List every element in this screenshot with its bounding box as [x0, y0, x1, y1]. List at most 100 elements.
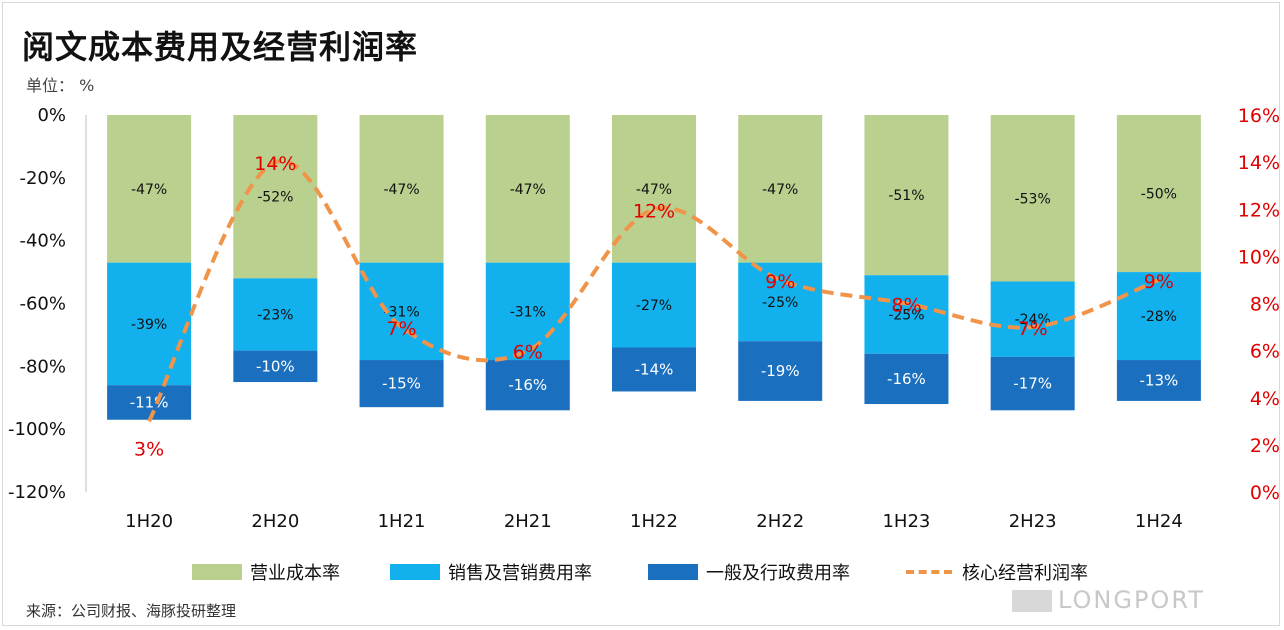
bar-selling-label: -31%: [510, 304, 546, 320]
bar-cost-label: -52%: [257, 190, 293, 206]
x-tick-label: 2H20: [251, 511, 299, 532]
bar-selling: [612, 262, 696, 348]
y-left-tick-label: -40%: [19, 231, 66, 252]
core-margin-label: 9%: [765, 271, 795, 293]
legend-label-core-margin: 核心经营利润率: [962, 563, 1088, 584]
bar-admin-label: -19%: [761, 362, 800, 380]
bar-admin: [612, 347, 696, 392]
y-left-tick-label: -20%: [19, 168, 66, 189]
bar-selling-label: -31%: [383, 304, 419, 320]
core-margin-label: 7%: [386, 318, 416, 340]
bar-admin-label: -13%: [1140, 371, 1179, 389]
unit-label: 单位： %: [26, 76, 95, 95]
y-left-tick-label: -80%: [19, 356, 66, 377]
bar-admin: [107, 385, 192, 420]
core-margin-label: 6%: [513, 342, 543, 364]
legend-item-selling: 销售及营销费用率: [390, 560, 592, 584]
bar-selling-label: -25%: [762, 295, 798, 311]
bar-selling-label: -23%: [257, 307, 293, 323]
legend-item-core-margin: 核心经营利润率: [906, 560, 1088, 584]
x-tick-label: 1H21: [378, 511, 426, 532]
brand-name: LONGPORT: [1058, 586, 1205, 614]
bar-selling-label: -28%: [1141, 309, 1177, 325]
legend-item-cost: 营业成本率: [192, 560, 340, 584]
legend-label-selling: 销售及营销费用率: [448, 563, 592, 584]
x-tick-label: 1H22: [630, 511, 678, 532]
bar-selling: [107, 262, 192, 386]
bar-admin-label: -16%: [887, 370, 926, 388]
bar-cost: [864, 115, 949, 276]
bar-admin-label: -10%: [256, 357, 295, 375]
x-tick-label: 1H20: [125, 511, 173, 532]
legend-item-admin: 一般及行政费用率: [648, 560, 850, 584]
bar-selling: [233, 278, 318, 351]
bar-admin: [864, 353, 949, 405]
brand-logo: LONGPORT: [1012, 586, 1205, 614]
bar-admin-label: -16%: [508, 376, 547, 394]
y-left-tick-label: -60%: [19, 294, 66, 315]
bar-admin: [738, 341, 823, 401]
bar-admin: [359, 360, 444, 408]
bar-selling-label: -27%: [636, 298, 672, 314]
legend-label-admin: 一般及行政费用率: [706, 563, 850, 584]
bar-admin: [485, 360, 570, 411]
core-margin-label: 3%: [134, 438, 164, 460]
y-right-tick-label: 0%: [1250, 482, 1280, 504]
y-left-tick-label: -120%: [8, 482, 66, 503]
bar-cost: [485, 115, 570, 263]
bar-cost-label: -47%: [383, 182, 419, 198]
bar-cost-label: -50%: [1141, 187, 1177, 203]
y-right-tick-label: 10%: [1238, 246, 1280, 268]
x-tick-label: 2H21: [504, 511, 552, 532]
bar-admin: [990, 356, 1075, 411]
bar-selling: [990, 281, 1075, 357]
bar-cost-label: -47%: [636, 182, 672, 198]
legend-swatch-admin: [648, 564, 698, 580]
brand-logo-icon: [1012, 590, 1052, 612]
y-right-tick-label: 14%: [1238, 152, 1280, 174]
legend-label-cost: 营业成本率: [250, 563, 340, 584]
core-margin-label: 12%: [633, 200, 675, 222]
bar-cost-label: -47%: [131, 182, 167, 198]
legend-swatch-selling: [390, 564, 440, 580]
bar-admin-label: -14%: [635, 360, 674, 378]
y-left-tick-label: 0%: [37, 105, 66, 126]
bar-cost-label: -53%: [1015, 191, 1051, 207]
bar-cost: [990, 115, 1075, 282]
x-tick-label: 2H23: [1009, 511, 1057, 532]
bar-selling-label: -39%: [131, 317, 167, 333]
y-right-tick-label: 6%: [1250, 341, 1280, 363]
bar-cost-label: -51%: [888, 188, 924, 204]
bar-selling: [485, 262, 570, 361]
y-right-tick-label: 12%: [1238, 199, 1280, 221]
bar-admin-label: -15%: [382, 375, 421, 393]
bar-cost: [233, 115, 318, 279]
core-margin-label: 9%: [1144, 271, 1174, 293]
y-right-tick-label: 8%: [1250, 294, 1280, 316]
y-right-tick-label: 2%: [1250, 435, 1280, 457]
x-tick-label: 1H24: [1135, 511, 1183, 532]
bar-selling: [864, 275, 949, 354]
bar-selling-label: -25%: [888, 307, 924, 323]
y-right-tick-label: 16%: [1238, 105, 1280, 127]
bar-selling: [1116, 272, 1201, 361]
chart-title: 阅文成本费用及经营利润率: [22, 28, 419, 66]
bar-cost: [612, 115, 696, 263]
core-margin-label: 14%: [254, 153, 296, 175]
bar-cost: [1116, 115, 1201, 273]
bar-admin-label: -11%: [130, 393, 169, 411]
bar-cost-label: -47%: [762, 182, 798, 198]
legend-swatch-core-margin: [906, 570, 952, 574]
x-tick-label: 2H22: [756, 511, 804, 532]
bar-selling-label: -24%: [1015, 312, 1051, 328]
bar-selling: [738, 262, 823, 342]
y-left-tick-label: -100%: [8, 419, 66, 440]
bar-cost: [107, 115, 192, 263]
bar-cost: [359, 115, 444, 263]
bar-admin-label: -17%: [1013, 375, 1052, 393]
core-margin-label: 8%: [891, 295, 921, 317]
source-note: 来源：公司财报、海豚投研整理: [26, 602, 237, 620]
core-margin-line: [147, 159, 1160, 423]
x-tick-label: 1H23: [882, 511, 930, 532]
